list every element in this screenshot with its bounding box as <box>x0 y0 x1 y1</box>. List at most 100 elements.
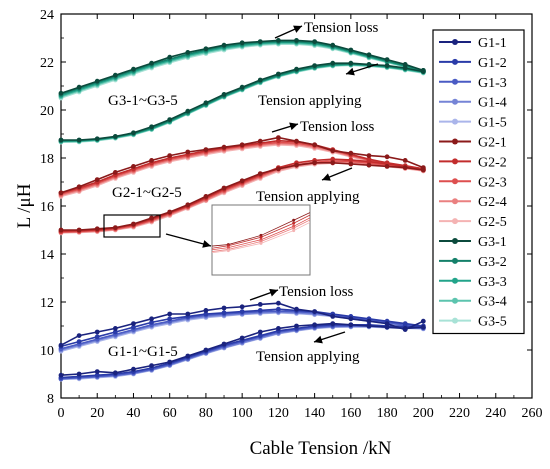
data-point-G3-1 <box>348 60 354 66</box>
data-point-G3-1 <box>131 130 136 136</box>
legend-label-G3-2: G3-2 <box>478 255 507 270</box>
annotations: G3-1~G3-5 G2-1~G2-5 G1-1~G1-5 Tension lo… <box>103 20 426 365</box>
data-point-G1-1 <box>275 326 281 331</box>
y-tick-label: 16 <box>40 200 54 215</box>
x-tick-label: 140 <box>304 406 325 421</box>
data-point-G1-1 <box>167 359 173 365</box>
legend-label-G3-1: G3-1 <box>478 235 507 250</box>
data-point-G2-1 <box>239 178 245 184</box>
x-tick-label: 60 <box>163 406 177 421</box>
data-point-G2-3 <box>129 254 132 257</box>
data-point-G2-1 <box>275 166 281 172</box>
data-point-G2-4 <box>423 152 426 155</box>
legend-marker-G2-3 <box>452 178 458 185</box>
data-point-G2-1 <box>348 150 354 156</box>
tension-loss-label-g2: Tension loss <box>300 119 375 135</box>
data-point-G2-1 <box>221 144 227 150</box>
data-point-G2-1 <box>76 227 82 233</box>
data-point-G3-1 <box>330 60 336 66</box>
data-point-G2-1 <box>420 165 426 171</box>
tension-loss-label-g3: Tension loss <box>304 20 379 36</box>
data-point-G2-5 <box>423 155 426 158</box>
series-line-G2-3-apply <box>212 217 310 251</box>
x-tick-label: 180 <box>377 406 398 421</box>
data-point-G1-1 <box>366 323 372 329</box>
data-point-G1-1 <box>330 314 336 319</box>
data-point-G2-1 <box>194 246 197 249</box>
data-point-G3-1 <box>167 117 173 122</box>
data-point-G1-2 <box>257 333 263 338</box>
data-point-G1-1 <box>185 353 191 359</box>
legend-marker-G1-4 <box>452 98 458 105</box>
data-point-G2-3 <box>194 250 197 253</box>
data-point-G1-1 <box>185 311 191 317</box>
data-point-G2-2 <box>366 156 372 162</box>
data-point-G3-1 <box>221 42 227 48</box>
data-point-G2-1 <box>112 225 118 231</box>
x-tick-label: 120 <box>268 406 289 421</box>
x-tick-label: 40 <box>126 406 140 421</box>
data-point-G1-1 <box>312 309 318 314</box>
data-point-G1-1 <box>257 329 263 335</box>
data-point-G2-1 <box>94 177 100 183</box>
data-point-G1-1 <box>294 306 299 312</box>
data-point-G1-1 <box>76 371 82 377</box>
x-tick-label: 20 <box>90 406 104 421</box>
legend-label-G2-2: G2-2 <box>478 155 507 170</box>
legend: G1-1 G1-2 G1-3 G1-4 G1-5 G2-1 G2-2 G2-3 G2-4 G2-5… <box>432 29 525 335</box>
data-point-G2-1 <box>58 227 64 233</box>
data-point-G2-1 <box>330 148 336 154</box>
legend-label-G1-5: G1-5 <box>478 116 507 131</box>
data-point-G3-1 <box>384 63 390 68</box>
data-point-G2-1 <box>58 190 64 196</box>
data-point-G1-1 <box>330 321 336 326</box>
legend-marker-G1-2 <box>452 58 458 65</box>
data-point-G1-1 <box>112 326 118 331</box>
group-label-g1: G1-1~G1-5 <box>108 344 178 360</box>
data-point-G3-1 <box>167 54 173 60</box>
data-point-G2-4 <box>162 254 165 257</box>
data-point-G3-1 <box>58 90 64 96</box>
data-point-G3-1 <box>402 65 408 71</box>
data-point-G2-4 <box>129 255 132 258</box>
data-point-G1-1 <box>348 322 354 328</box>
data-point-G1-1 <box>294 323 299 329</box>
data-point-G2-3 <box>325 208 328 211</box>
data-point-G3-1 <box>257 77 263 83</box>
data-point-G2-5 <box>259 241 263 245</box>
data-point-G3-1 <box>203 46 209 52</box>
data-point-G3-1 <box>366 52 372 58</box>
data-point-G1-1 <box>149 316 154 322</box>
data-point-G3-1 <box>112 134 118 139</box>
legend-marker-G3-2 <box>452 257 458 264</box>
data-point-G2-1 <box>384 154 390 160</box>
data-point-G1-1 <box>94 369 100 374</box>
data-point-G1-2 <box>94 372 100 378</box>
data-point-G1-2 <box>149 320 154 325</box>
y-tick-label: 10 <box>40 344 54 359</box>
x-tick-label: 80 <box>199 406 213 421</box>
data-point-G2-4 <box>292 226 296 230</box>
data-point-G3-1 <box>348 47 354 53</box>
tension-loss-arrow-g2-head <box>289 122 298 131</box>
data-point-G3-1 <box>94 78 100 84</box>
data-point-G1-1 <box>112 370 118 376</box>
data-point-G2-5 <box>292 229 296 233</box>
x-tick-label: 220 <box>449 406 470 421</box>
data-point-G1-1 <box>275 300 281 306</box>
data-point-G2-2 <box>423 146 426 149</box>
data-point-G1-1 <box>239 335 245 341</box>
data-point-G2-2 <box>330 156 336 162</box>
data-point-G1-1 <box>94 329 100 335</box>
data-point-G2-5 <box>129 256 132 259</box>
x-tick-label: 100 <box>232 406 253 421</box>
data-point-G1-1 <box>131 366 136 372</box>
data-point-G3-1 <box>221 92 227 97</box>
data-point-G2-1 <box>348 161 354 167</box>
y-tick-label: 8 <box>47 392 54 407</box>
data-point-G2-1 <box>162 249 165 252</box>
legend-marker-G3-4 <box>452 297 458 304</box>
legend-label-G2-3: G2-3 <box>478 175 507 190</box>
data-point-G3-1 <box>239 40 245 46</box>
